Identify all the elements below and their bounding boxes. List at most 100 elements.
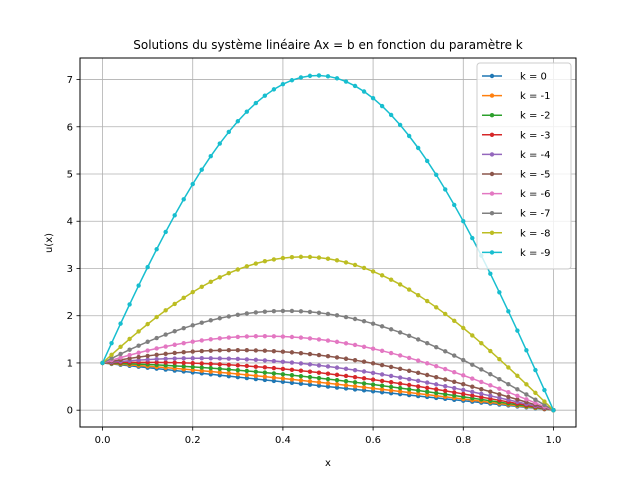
data-point [406, 376, 412, 382]
legend-marker [489, 73, 495, 79]
data-point [244, 372, 250, 378]
data-point [470, 333, 475, 338]
y-tick-label: 3 [67, 264, 73, 275]
data-point [425, 361, 430, 366]
data-point [118, 355, 123, 360]
data-point [190, 364, 195, 370]
data-point [415, 370, 421, 376]
data-point [172, 329, 177, 334]
data-point [542, 402, 547, 408]
data-point [316, 370, 322, 375]
data-point [298, 254, 304, 260]
data-point [542, 399, 547, 404]
data-point [434, 363, 439, 369]
data-point [434, 305, 439, 310]
legend-entry: k = -5 [482, 170, 551, 181]
data-point [452, 379, 457, 385]
data-point [136, 354, 141, 360]
data-point [307, 254, 313, 260]
data-point [388, 350, 394, 356]
data-point [172, 301, 177, 307]
data-point [154, 346, 159, 351]
data-point [280, 308, 286, 314]
data-point [461, 387, 466, 393]
legend-entry: k = -6 [482, 189, 551, 200]
data-point [307, 374, 313, 380]
data-point [316, 337, 322, 342]
data-point [533, 390, 538, 396]
data-point [434, 390, 439, 396]
data-point [479, 386, 484, 392]
data-point [226, 314, 231, 319]
data-point [163, 229, 168, 235]
data-point [145, 353, 150, 359]
data-point [235, 312, 241, 317]
data-point [244, 357, 250, 362]
data-point [154, 360, 159, 365]
data-point [136, 329, 141, 334]
data-point [334, 385, 340, 390]
data-point [253, 261, 259, 266]
data-point [136, 343, 141, 348]
data-point [226, 367, 231, 372]
data-point [109, 352, 114, 357]
data-point [461, 218, 466, 224]
data-point [533, 397, 538, 402]
data-point [145, 348, 150, 353]
data-point [334, 355, 340, 360]
data-point [145, 357, 150, 362]
data-point [325, 384, 331, 389]
data-point [280, 349, 286, 354]
data-point [506, 309, 511, 314]
data-point [406, 287, 412, 292]
data-point [506, 394, 511, 400]
chart-title: Solutions du système linéaire Ax = b en … [133, 38, 523, 52]
data-point [515, 397, 520, 402]
data-point [172, 213, 177, 218]
data-point [190, 349, 195, 354]
data-point [235, 119, 241, 124]
data-point [208, 337, 213, 342]
data-point [497, 290, 502, 295]
data-point [425, 158, 430, 164]
data-point [307, 351, 313, 357]
data-point [244, 334, 250, 339]
data-point [181, 295, 186, 301]
data-point [488, 383, 493, 388]
data-point [199, 356, 204, 361]
data-point [172, 356, 177, 361]
data-point [461, 373, 466, 378]
data-point [271, 358, 277, 364]
data-point [289, 367, 295, 372]
legend-label: k = 0 [520, 72, 547, 83]
data-point [289, 377, 295, 382]
data-point [172, 342, 177, 347]
data-point [127, 302, 132, 307]
data-point [397, 385, 403, 391]
data-point [316, 73, 322, 78]
data-point [361, 89, 367, 94]
data-point [262, 374, 268, 379]
data-point [343, 379, 349, 384]
data-point [388, 384, 394, 390]
data-point [127, 356, 132, 361]
data-point [154, 356, 159, 362]
data-point [289, 373, 295, 378]
data-point [154, 247, 159, 252]
data-point [515, 393, 520, 398]
plot-frame [79, 57, 577, 428]
data-point [497, 356, 502, 362]
data-point [163, 360, 168, 365]
data-point [370, 346, 376, 351]
data-point [343, 383, 349, 388]
data-point [280, 372, 286, 377]
plot-series [100, 73, 556, 413]
data-point [271, 365, 277, 371]
data-point [379, 387, 385, 392]
legend-label: k = -4 [520, 150, 551, 161]
data-point [334, 372, 340, 378]
legend-marker [489, 230, 495, 235]
legend-marker [489, 93, 495, 98]
data-point [397, 282, 403, 287]
x-tick-label: 0.8 [455, 435, 471, 446]
